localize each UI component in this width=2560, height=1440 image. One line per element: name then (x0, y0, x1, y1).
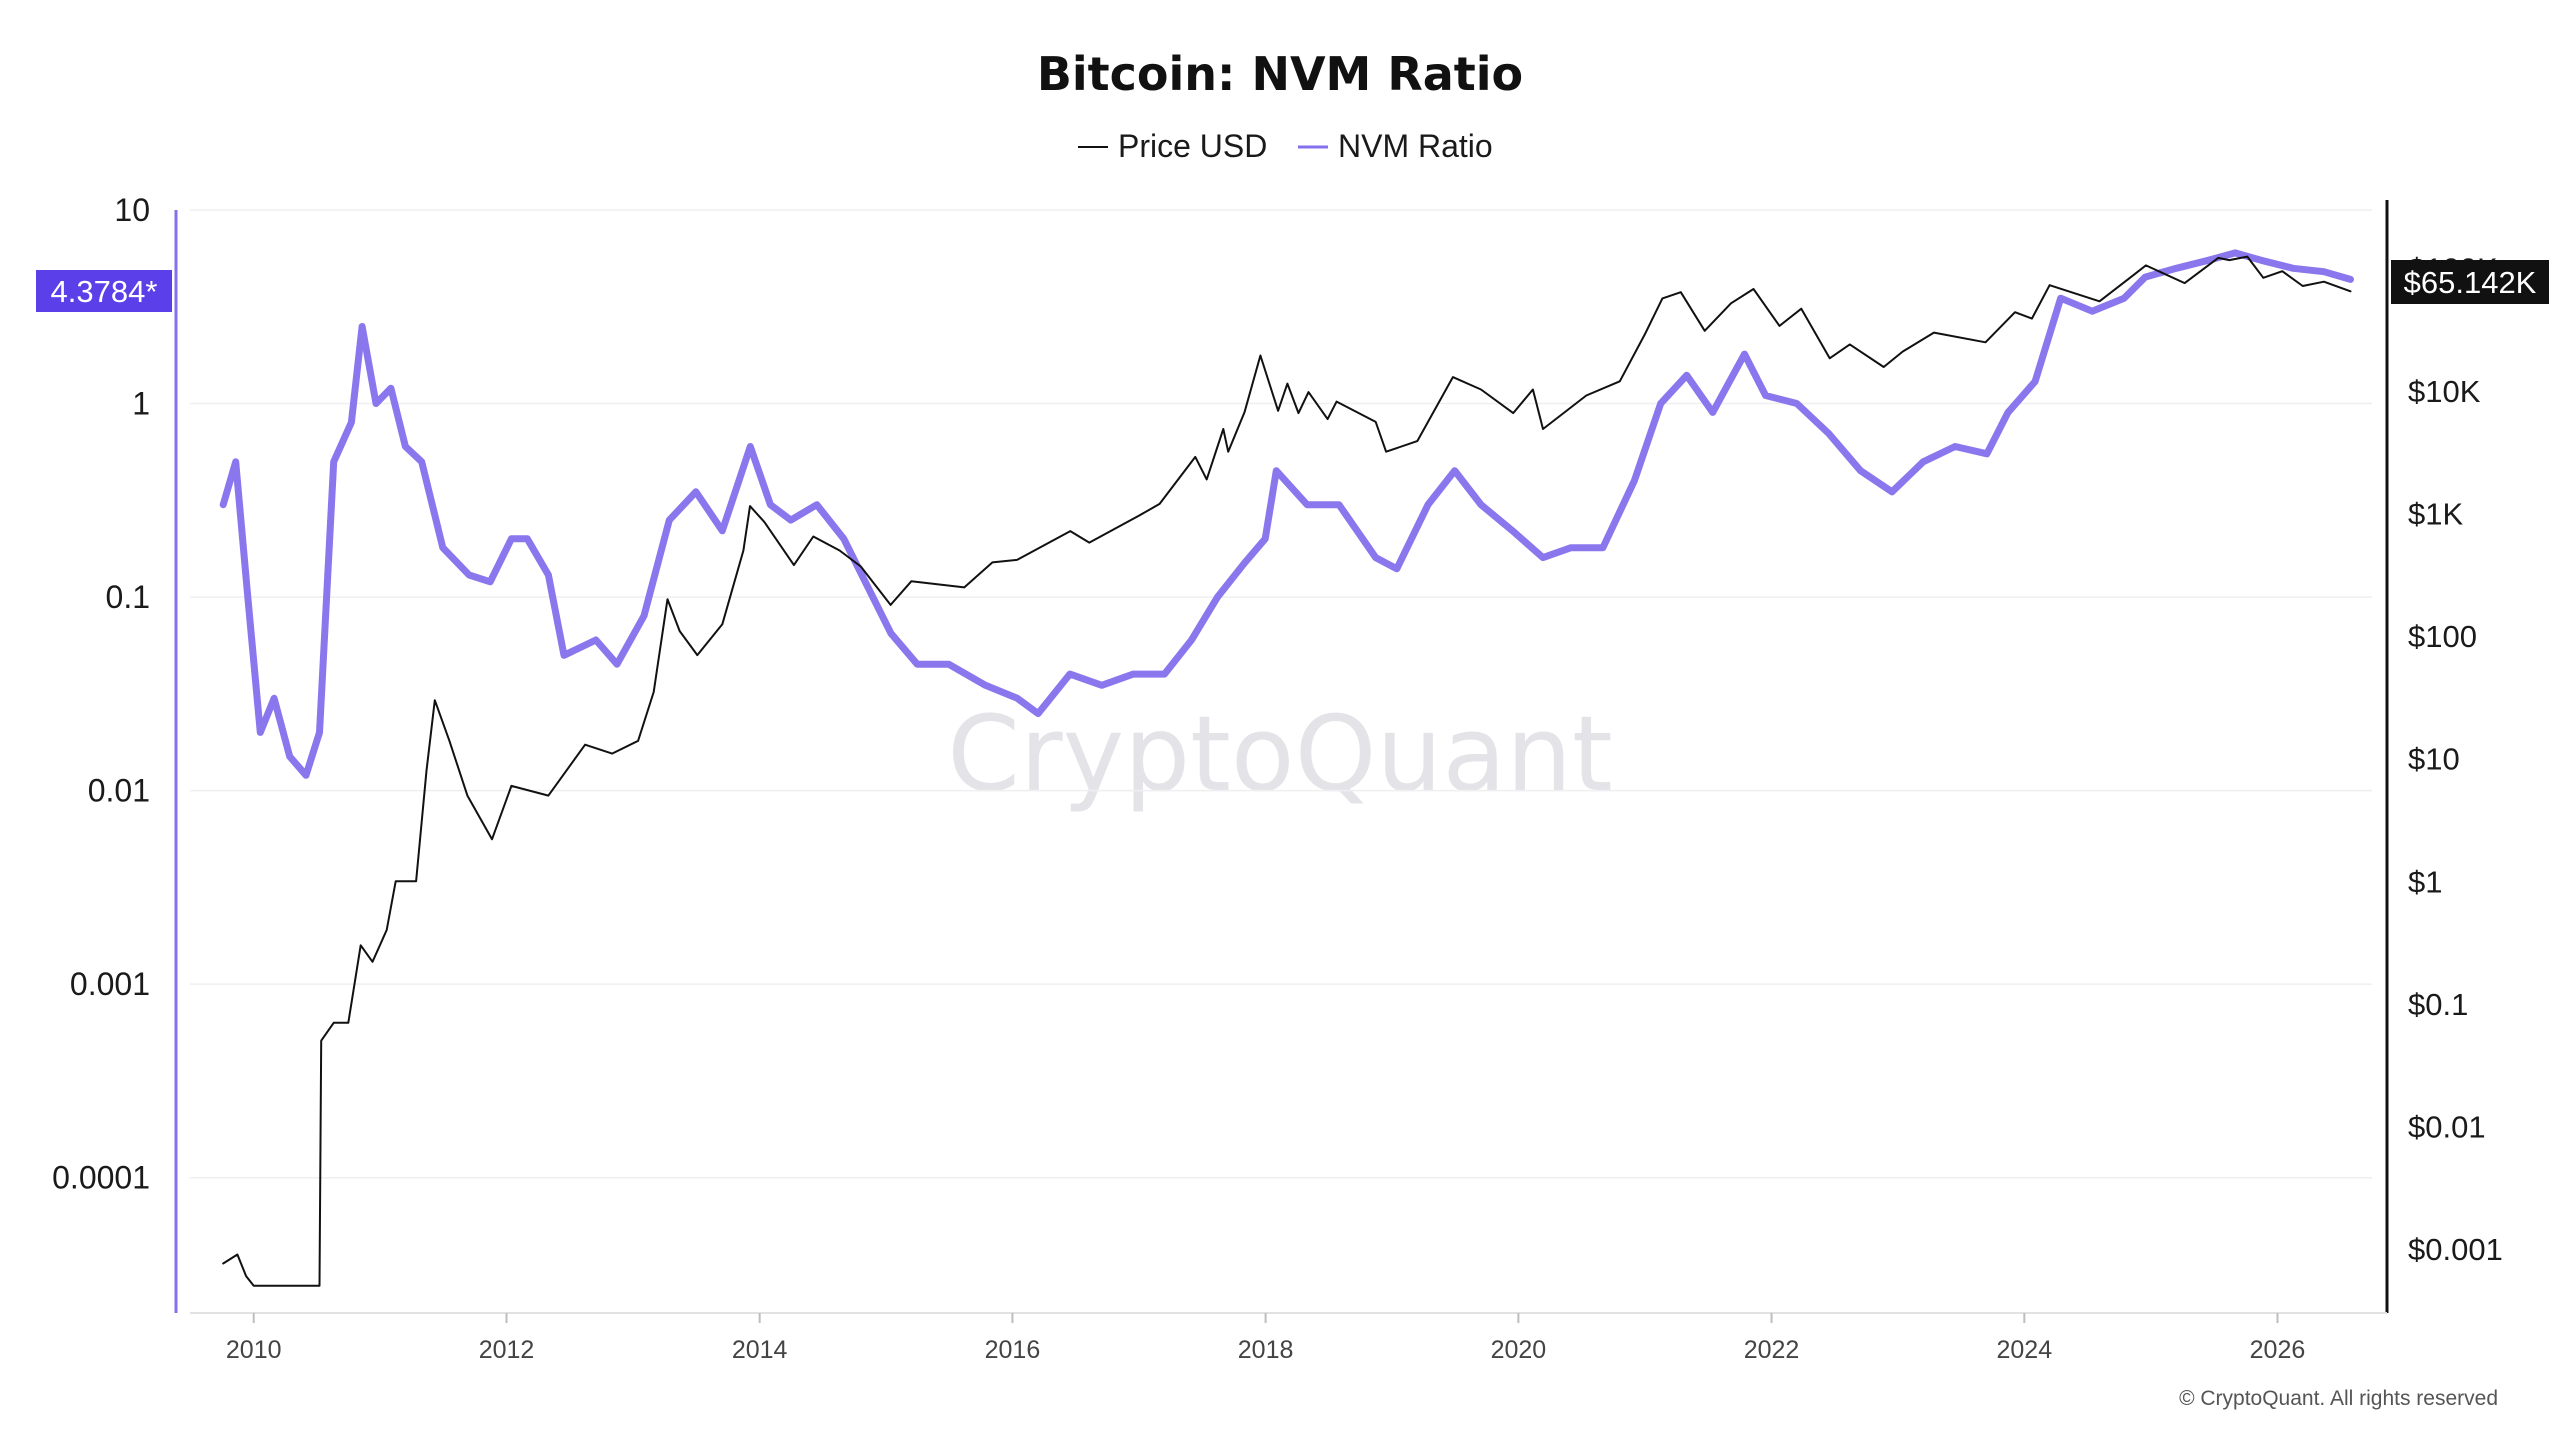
x-tick-label: 2020 (1491, 1336, 1547, 1364)
right-badge-box (2391, 260, 2549, 304)
right-badge-label: $65.142K (2404, 265, 2537, 300)
series-layer (219, 249, 2354, 1287)
x-tick-label: 2010 (226, 1336, 282, 1364)
left-tick-label: 1 (132, 386, 150, 422)
left-current-badge: 4.3784* (36, 270, 172, 312)
x-tick-label: 2018 (1238, 1336, 1294, 1364)
left-tick-label: 0.0001 (52, 1160, 150, 1196)
legend-item-price[interactable]: Price USD (1078, 128, 1267, 164)
right-current-badge: $65.142K (2391, 260, 2549, 304)
right-axis-ticks: $100K$10K$1K$100$10$1$0.1$0.01$0.001 (2408, 251, 2503, 1266)
x-tick-label: 2024 (1997, 1336, 2053, 1364)
left-badge-box (36, 270, 172, 312)
right-tick-label: $0.1 (2408, 987, 2468, 1022)
right-tick-label: $0.001 (2408, 1232, 2503, 1267)
left-badge-label: 4.3784* (51, 274, 158, 309)
left-axis-ticks: 10 1 0.1 0.01 0.001 0.0001 (52, 192, 150, 1196)
x-tick-label: 2012 (479, 1336, 535, 1364)
x-tick-label: 2016 (985, 1336, 1041, 1364)
series-line-nvm-ratio (219, 249, 2354, 779)
right-tick-label: $10K (2408, 374, 2481, 409)
x-tick-label: 2026 (2250, 1336, 2306, 1364)
x-axis-ticks: 2010 2012 2014 2016 2018 2020 2022 2024 2026 (226, 1313, 2305, 1364)
series-line-price-usd (222, 255, 2352, 1287)
legend-nvm-label: NVM Ratio (1338, 128, 1493, 164)
copyright-notice: © CryptoQuant. All rights reserved (2179, 1387, 2498, 1410)
x-tick-label: 2014 (732, 1336, 788, 1364)
chart-title: Bitcoin: NVM Ratio (1037, 47, 1523, 101)
watermark: CryptoQuant (947, 693, 1613, 815)
legend-price-label: Price USD (1118, 128, 1267, 164)
left-tick-label: 0.01 (88, 773, 150, 809)
left-tick-label: 0.001 (70, 966, 150, 1002)
right-tick-label: $1K (2408, 497, 2463, 532)
right-tick-label: $10 (2408, 742, 2460, 777)
right-tick-label: $100 (2408, 619, 2477, 654)
right-tick-label: $0.01 (2408, 1109, 2486, 1144)
legend: Price USD NVM Ratio (1078, 128, 1493, 164)
left-tick-label: 0.1 (106, 579, 150, 615)
legend-item-nvm[interactable]: NVM Ratio (1298, 128, 1493, 164)
right-tick-label: $1 (2408, 864, 2442, 899)
x-tick-label: 2022 (1744, 1336, 1800, 1364)
left-tick-label: 10 (114, 192, 150, 228)
